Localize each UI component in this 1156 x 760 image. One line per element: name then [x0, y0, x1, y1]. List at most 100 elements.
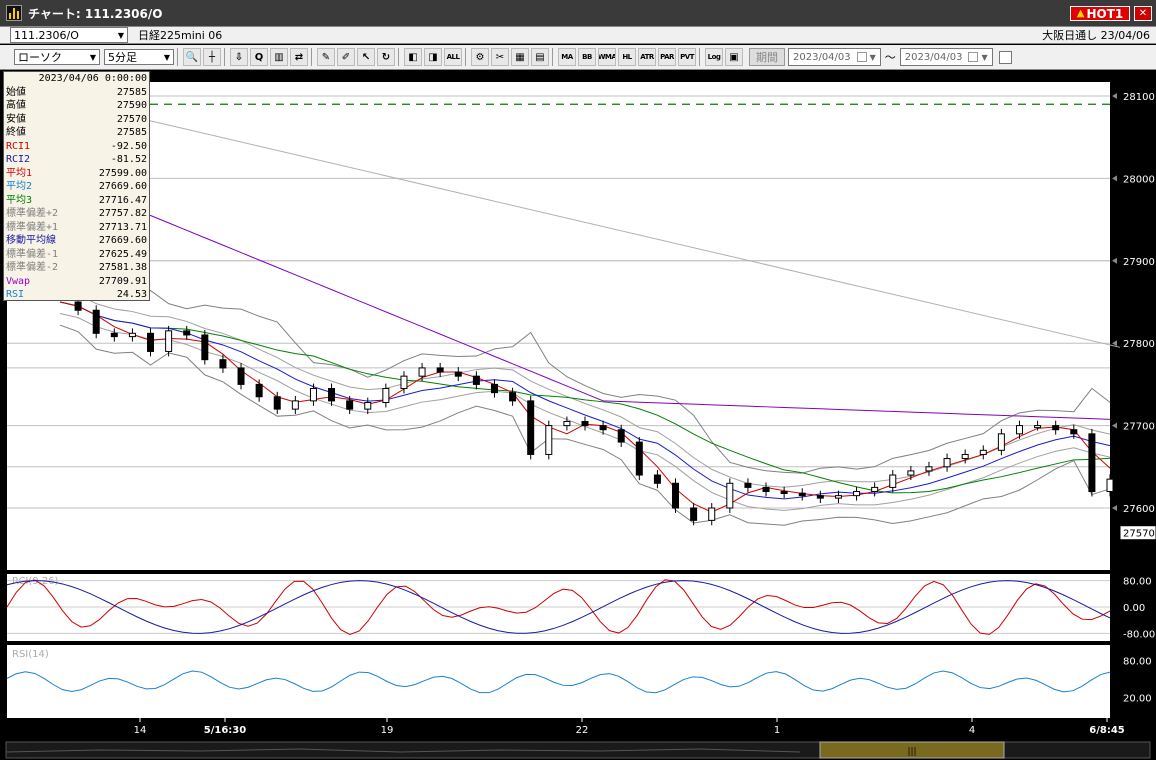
candle-body: [201, 334, 209, 361]
toolbar-btn-all[interactable]: ALL: [444, 48, 462, 66]
chart-area[interactable]: 28100 28000 27900 27800 27700 27600 27570 RCI(9…: [0, 70, 1156, 760]
chevron-down-icon[interactable]: ▼: [981, 52, 988, 62]
toolbar-btn-hl[interactable]: HL: [618, 48, 636, 66]
candle-body: [454, 371, 462, 377]
market-session: 大阪日通し 23/04/06: [1042, 29, 1150, 42]
overview-line: [5, 748, 801, 753]
hot-badge[interactable]: ▲ HOT1: [1070, 6, 1130, 21]
info-value: 27669.60: [98, 181, 147, 192]
separator: [224, 48, 225, 66]
chart-type-select[interactable]: ローソク ▼: [14, 49, 100, 65]
time-tick-label: 4: [969, 725, 975, 736]
close-icon[interactable]: ✕: [1134, 6, 1152, 21]
buy-icon[interactable]: ⇩: [230, 48, 248, 66]
candle-body: [563, 420, 571, 427]
date-from-field[interactable]: 2023/04/03 ▼: [788, 48, 881, 66]
palette-icon[interactable]: ▦: [511, 48, 529, 66]
split-left-icon[interactable]: ◧: [404, 48, 422, 66]
zoom-icon[interactable]: 🔍: [183, 48, 201, 66]
info-bar: 111.2306/O ▼ 日経225mini 06 大阪日通し 23/04/06: [0, 26, 1156, 44]
cursor-icon[interactable]: ↖: [357, 48, 375, 66]
period-button[interactable]: 期間: [749, 48, 785, 66]
range-tilde: 〜: [884, 51, 896, 64]
info-value: 27669.60: [98, 235, 147, 246]
candle-body: [527, 400, 535, 455]
symbol-select[interactable]: 111.2306/O ▼: [10, 27, 128, 43]
candle-body: [183, 330, 191, 336]
info-value: 27757.82: [98, 208, 147, 219]
candle-body: [997, 433, 1005, 451]
info-label: 平均1: [6, 167, 33, 179]
info-label: 安値: [6, 113, 26, 125]
bar-chart-icon[interactable]: ▥: [270, 48, 288, 66]
search-icon[interactable]: Q: [250, 48, 268, 66]
price-tick-label: 27900: [1123, 257, 1155, 268]
interval-value: 5分足: [108, 51, 137, 64]
info-label: 平均2: [6, 181, 33, 192]
candle-body: [165, 330, 173, 352]
candle-body: [834, 495, 842, 499]
toolbar-btn-par[interactable]: PAR: [658, 48, 676, 66]
redo-icon[interactable]: ↻: [377, 48, 395, 66]
candle-body: [853, 491, 861, 497]
candle-body: [961, 453, 969, 460]
info-row: 標準偏差-1 27625.49: [6, 248, 147, 262]
price-tick-label: 27800: [1123, 339, 1155, 350]
toolbar-btn-pvt[interactable]: PVT: [678, 48, 696, 66]
info-value: -81.52: [110, 154, 147, 165]
calendar-icon[interactable]: [856, 52, 867, 62]
period-checkbox[interactable]: [998, 50, 1012, 64]
separator: [699, 48, 700, 66]
info-label: 高値: [6, 100, 26, 111]
candle-body: [418, 367, 426, 377]
candle-body: [925, 466, 933, 472]
date-to-field[interactable]: 2023/04/03 ▼: [899, 48, 993, 66]
chevron-down-icon[interactable]: ▼: [869, 52, 876, 62]
candle-body: [219, 359, 227, 369]
settings-icon[interactable]: ⚙: [471, 48, 489, 66]
pen-icon[interactable]: ✐: [337, 48, 355, 66]
price-tick-label: 27700: [1123, 422, 1155, 433]
hot-label: HOT1: [1086, 6, 1124, 21]
candle-body: [672, 482, 680, 509]
interval-select[interactable]: 5分足 ▼: [104, 49, 174, 65]
date-from-value: 2023/04/03: [793, 51, 851, 63]
time-tick-label: 22: [576, 725, 589, 736]
info-row: 標準偏差-2 27581.38: [6, 261, 147, 275]
toolbar-btn-atr[interactable]: ATR: [638, 48, 656, 66]
candle-body: [744, 482, 752, 488]
window-title: チャート: 111.2306/O: [28, 6, 163, 21]
info-label: RSI: [6, 289, 25, 300]
memo-icon[interactable]: ✎: [317, 48, 335, 66]
time-tick-label: 1: [774, 725, 780, 736]
exchange-icon[interactable]: ⇄: [290, 48, 308, 66]
info-row: 平均2 27669.60: [6, 180, 147, 194]
tick-marker-icon: [1112, 93, 1117, 99]
tool-icon[interactable]: ✂: [491, 48, 509, 66]
candle-body: [92, 309, 100, 334]
toolbar-btn-log[interactable]: Log: [705, 48, 723, 66]
candle-body: [255, 383, 263, 398]
info-value: 27585: [116, 86, 147, 98]
info-panel: 2023/04/06 0:00:00 始値 27585 高値 27590 安値 27570…: [3, 71, 150, 301]
window-icon[interactable]: ▣: [725, 48, 743, 66]
rsi-panel: [7, 645, 1110, 718]
info-label: 平均3: [6, 194, 33, 206]
info-row: RCI1 -92.50: [6, 140, 147, 154]
info-row: 安値 27570: [6, 113, 147, 127]
candle-body: [635, 441, 643, 476]
toolbar-btn-bb[interactable]: BB: [578, 48, 596, 66]
scroll-thumb[interactable]: [819, 741, 1005, 759]
calendar-icon[interactable]: [968, 52, 979, 62]
crosshair-icon[interactable]: ┼: [203, 48, 221, 66]
candle-body: [617, 429, 625, 443]
candle-body: [400, 375, 408, 390]
grid-icon[interactable]: ▤: [531, 48, 549, 66]
info-row: 平均1 27599.00: [6, 167, 147, 181]
toolbar-btn-wma[interactable]: WMA: [598, 48, 616, 66]
candle-body: [237, 367, 245, 385]
toolbar-btn-ma[interactable]: MA: [558, 48, 576, 66]
split-right-icon[interactable]: ◨: [424, 48, 442, 66]
rci1-line: [6, 579, 1111, 636]
